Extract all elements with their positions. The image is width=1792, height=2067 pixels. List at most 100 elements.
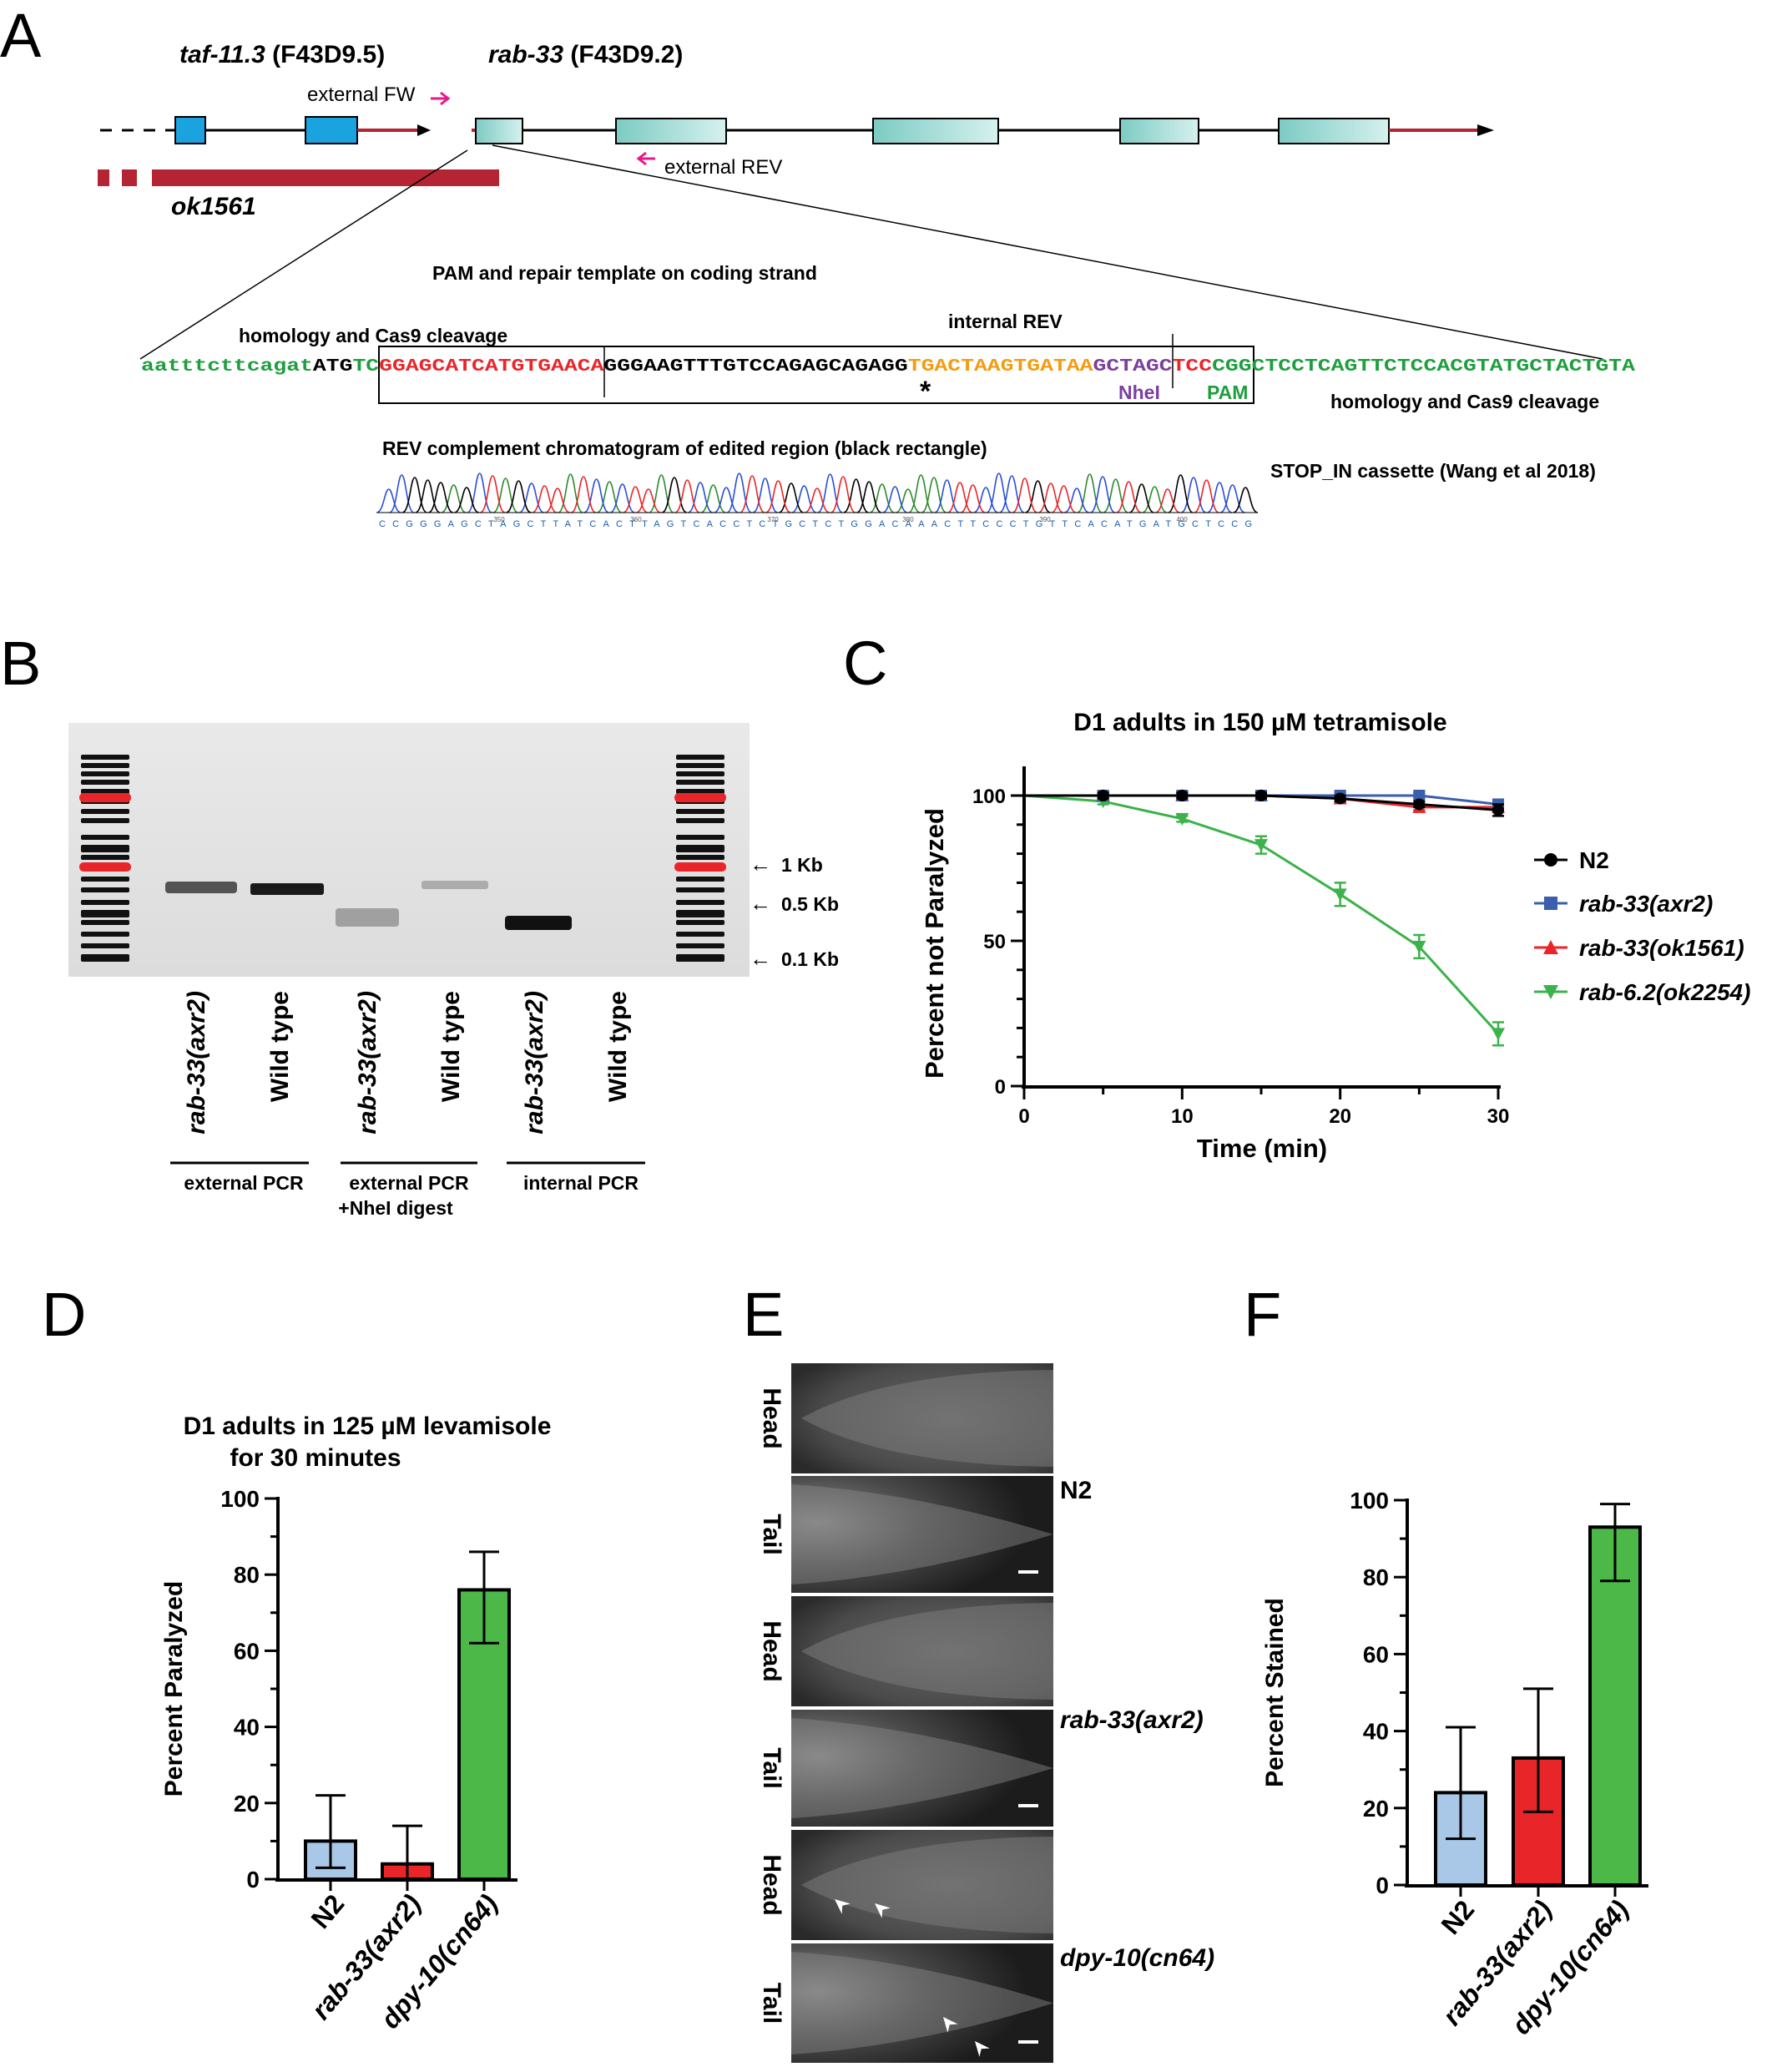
chart-c-point xyxy=(1492,804,1504,816)
chromatogram-peak-C xyxy=(726,473,752,513)
chromatogram-peak-G xyxy=(454,487,480,513)
gel-band-lane2 xyxy=(250,883,324,895)
chart-c-x-tick-label: 20 xyxy=(1329,1105,1351,1128)
chromatogram-peak-A xyxy=(492,478,518,513)
seq-red: GGAGCATCATGTGAACA xyxy=(379,356,604,377)
lane-label: rab-33(axr2) xyxy=(354,991,381,1135)
deletion-bar-part2 xyxy=(122,169,137,186)
chromatogram-peak-G xyxy=(843,478,869,513)
ladder-band xyxy=(676,855,724,860)
gene1-name: taf-11.3 xyxy=(179,41,265,68)
micrograph-row-label: Tail xyxy=(758,1983,785,2024)
ladder-band xyxy=(81,780,129,785)
panel-a-gene-model: taf-11.3 (F43D9.5) rab-33 (F43D9.2) exte… xyxy=(98,41,1635,529)
chromatogram-peak-C xyxy=(986,473,1012,513)
gel-size-markers: ← 1 Kb ← 0.5 Kb ← 0.1 Kb xyxy=(750,852,839,971)
chromatogram-peak-A xyxy=(1142,486,1168,513)
ladder-band xyxy=(676,932,724,937)
chromatogram-peak-T xyxy=(740,475,765,513)
chromatogram-traces xyxy=(376,473,1259,513)
chart-c-legend-marker xyxy=(1544,897,1557,910)
ladder-band xyxy=(81,789,129,794)
chart-f-y-tick-label: 60 xyxy=(1363,1641,1389,1667)
gene1-direction-arrow xyxy=(417,124,431,136)
arrowhead-icon xyxy=(975,2041,990,2057)
chromatogram-peak-C xyxy=(1063,488,1090,513)
ladder-band xyxy=(81,943,129,948)
chart-f-y-tick-label: 100 xyxy=(1350,1488,1389,1514)
homology-left-label: homology and Cas9 cleavage xyxy=(239,325,507,346)
panel-c-line-chart: D1 adults in 150 µM tetramisole 0 50 100 0 10… xyxy=(920,709,1750,1163)
gene2-exon-3 xyxy=(872,118,999,144)
chart-f-error-bar xyxy=(1523,1687,1553,1813)
lane-label: rab-33(axr2) xyxy=(521,991,548,1135)
panel-letter-a: A xyxy=(0,1,42,70)
ladder-saturated-band xyxy=(79,862,131,872)
worm-body xyxy=(791,1484,1053,1584)
chromatogram-peak-T xyxy=(1037,483,1064,513)
chart-c-legend-label: N2 xyxy=(1579,847,1609,873)
chart-d-title-line2: for 30 minutes xyxy=(230,1444,401,1472)
group1-label: external PCR xyxy=(184,1172,304,1194)
ladder-band xyxy=(676,771,724,776)
ladder-band xyxy=(81,887,129,892)
chart-c-point xyxy=(1492,1028,1505,1041)
chart-c-y-tick-label: 50 xyxy=(983,931,1006,953)
ladder-band xyxy=(676,900,724,905)
panel-letter-f: F xyxy=(1244,1280,1281,1349)
chromatogram-peak-T xyxy=(1116,481,1142,513)
gene2-direction-arrow xyxy=(1477,124,1494,136)
marker-arrow: ← xyxy=(750,946,771,971)
micrograph-tail xyxy=(791,1943,1053,2063)
gene1-exon-1 xyxy=(174,116,206,144)
chromatogram-peak-C xyxy=(687,482,714,513)
chromatogram-peak-A xyxy=(921,477,947,513)
group3-label: internal PCR xyxy=(523,1172,639,1194)
chromatogram-peak-C xyxy=(791,485,817,513)
micrograph-tail xyxy=(791,1476,1053,1593)
chart-c-point xyxy=(1334,792,1346,805)
ladder-band xyxy=(676,755,724,760)
chromatogram-tick: 370 xyxy=(767,516,779,523)
chart-d-category-label: N2 xyxy=(305,1888,350,1933)
chromatogram-peak-T xyxy=(532,485,558,513)
chromatogram-peak-A xyxy=(895,488,921,513)
gel-ladder-right xyxy=(674,755,726,962)
ladder-band xyxy=(676,877,724,882)
worm-body xyxy=(801,1603,1053,1700)
chromatogram-peak-G xyxy=(415,479,441,513)
chromatogram-peak-A xyxy=(908,474,934,513)
nhei-label: NheI xyxy=(1118,382,1160,403)
ladder-saturated-band xyxy=(79,793,131,802)
chart-c-x-tick-label: 0 xyxy=(1018,1105,1029,1128)
chromatogram-peak-T xyxy=(674,479,700,513)
panel-letter-b: B xyxy=(0,629,41,698)
chart-c-point xyxy=(1097,790,1109,801)
chart-f-y-tick-label: 80 xyxy=(1363,1564,1389,1590)
chromatogram-peak-C xyxy=(999,475,1025,513)
chromatogram-peak-T xyxy=(480,475,506,513)
edited-sequence: aatttcttcagat ATG TC GGAGCATCATGTGAACA GGGAA… xyxy=(141,356,1635,377)
ladder-band xyxy=(81,900,129,905)
chromatogram-peak-C xyxy=(376,488,401,513)
gel-band-lane3 xyxy=(336,908,399,927)
arrowhead-icon xyxy=(875,1903,891,1918)
chromatogram-peak-G xyxy=(856,481,882,513)
chart-f-error-bar xyxy=(1600,1503,1630,1583)
gene2-name: rab-33 xyxy=(488,41,563,68)
chromatogram-peak-C xyxy=(609,483,635,513)
marker-label: 0.1 Kb xyxy=(781,948,839,970)
lane-label: Wild type xyxy=(266,991,294,1102)
chromatogram-peak-C xyxy=(714,487,740,513)
chart-f-y-tick-label: 40 xyxy=(1363,1719,1389,1745)
chromatogram-peak-T xyxy=(946,482,973,513)
ladder-band xyxy=(81,920,129,925)
chromatogram-peak-G xyxy=(1128,483,1154,513)
chromatogram-peak-G xyxy=(506,480,532,513)
chart-c-title: D1 adults in 150 µM tetramisole xyxy=(1073,709,1446,736)
chart-f-error-bar xyxy=(1446,1726,1476,1841)
chart-c-point xyxy=(1176,790,1189,801)
chromatogram-tick: 360 xyxy=(630,516,642,523)
chart-c-y-tick-label: 0 xyxy=(995,1076,1006,1099)
panel-b-gel: ← 1 Kb ← 0.5 Kb ← 0.1 Kb rab-33(axr2) Wild typ… xyxy=(68,723,839,1219)
